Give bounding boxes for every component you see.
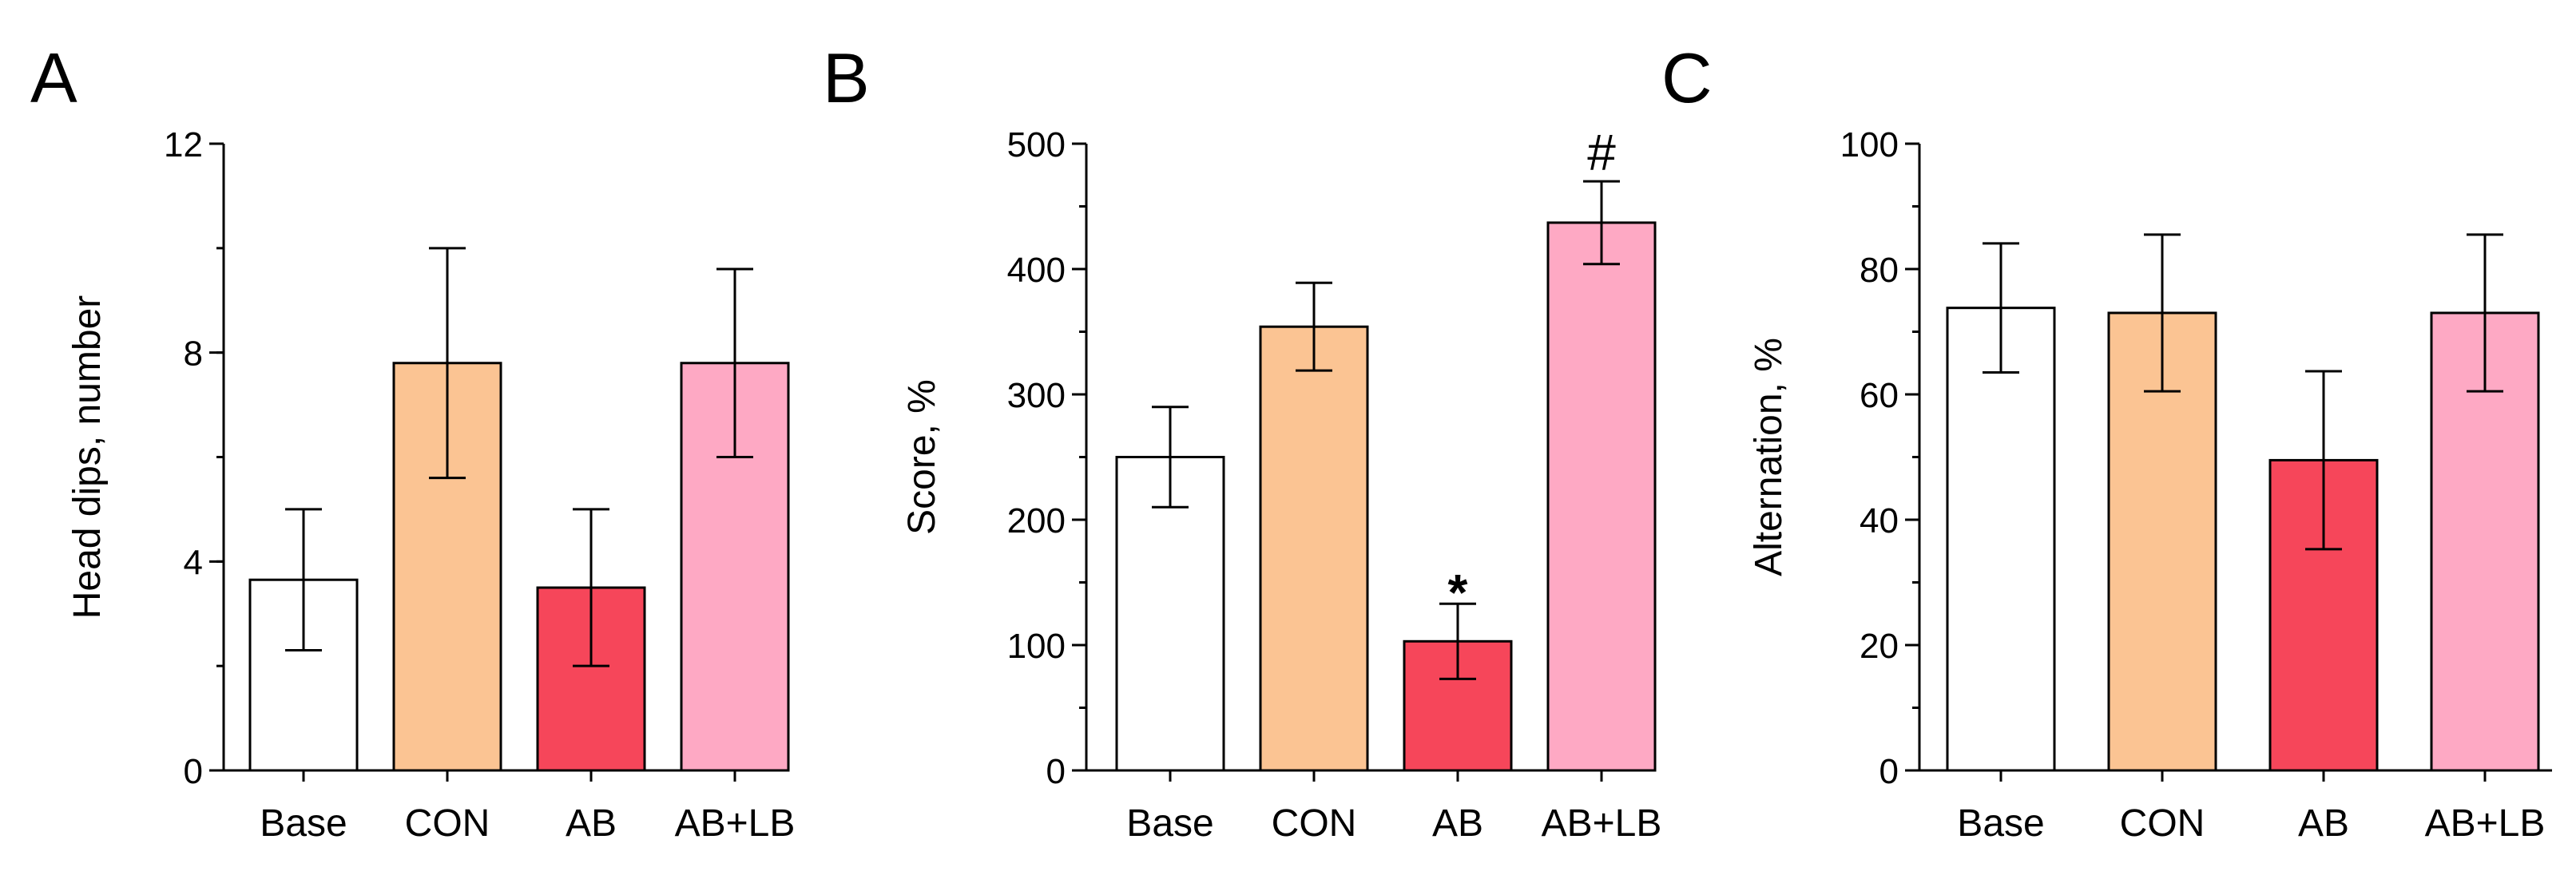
y-tick-label: 40	[1860, 501, 1899, 540]
x-tick-label: Base	[1126, 802, 1213, 845]
y-tick-label: 20	[1860, 627, 1899, 666]
x-tick-label: Base	[1957, 802, 2044, 845]
y-tick-label: 300	[1007, 376, 1066, 415]
panel-b-letter: B	[823, 38, 870, 117]
x-tick-label: CON	[405, 802, 490, 845]
x-tick-label: CON	[2120, 802, 2205, 845]
bar-base	[1946, 307, 2056, 772]
x-tick-label: AB	[2298, 802, 2349, 845]
y-axis-title: Score, %	[901, 379, 943, 535]
panel-c-letter: C	[1661, 38, 1713, 117]
y-tick-label: 12	[164, 125, 203, 164]
y-tick-label: 100	[1840, 125, 1899, 164]
y-tick-label: 200	[1007, 501, 1066, 540]
y-tick-label: 60	[1860, 376, 1899, 415]
panel-b: B Base CON * AB # AB+LB 0 100 200 300 400 500 Score,…	[823, 38, 1661, 845]
y-tick-label: 4	[184, 543, 203, 582]
x-tick-label: Base	[260, 802, 347, 845]
y-tick-label: 0	[1046, 752, 1066, 791]
panel-a: A Base CON AB AB+LB 0 4 8 12 Head dips, number	[30, 38, 795, 845]
panel-c: C Base CON AB AB+LB 0 20 40 60 80 100 Alternation,…	[1661, 38, 2552, 845]
x-tick-label: AB+LB	[1542, 802, 1662, 845]
bar-con	[1259, 325, 1369, 772]
significance-marker: *	[1448, 564, 1468, 621]
y-tick-label: 8	[184, 335, 203, 374]
y-axis-title: Alternation, %	[1748, 338, 1790, 576]
panel-a-letter: A	[30, 38, 77, 117]
x-tick-label: AB+LB	[675, 802, 796, 845]
y-tick-label: 0	[184, 752, 203, 791]
significance-marker: #	[1587, 124, 1616, 181]
y-tick-label: 0	[1879, 752, 1899, 791]
y-axis-title: Head dips, number	[66, 295, 109, 620]
y-tick-label: 80	[1860, 251, 1899, 290]
y-tick-label: 100	[1007, 627, 1066, 666]
x-tick-label: CON	[1272, 802, 1357, 845]
x-tick-label: AB+LB	[2425, 802, 2546, 845]
y-tick-label: 500	[1007, 125, 1066, 164]
y-tick-label: 400	[1007, 251, 1066, 290]
bar-ab+lb	[1546, 221, 1657, 772]
x-tick-label: AB	[566, 802, 617, 845]
x-tick-label: AB	[1432, 802, 1483, 845]
